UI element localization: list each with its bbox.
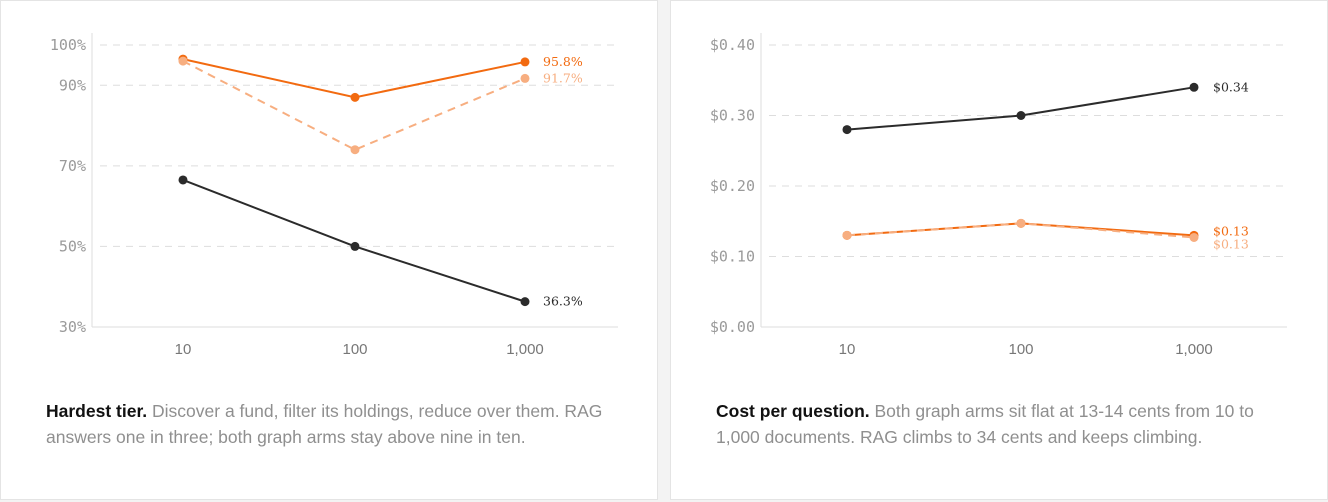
chart-panel-accuracy: 100% 90% 70% 50% 30% 10 100 1,000 95.8% 91.7% 36.3… bbox=[0, 0, 658, 500]
data-point-rag bbox=[1016, 111, 1026, 120]
data-point-graph_b bbox=[842, 230, 852, 240]
x-tick-label: 1,000 bbox=[1175, 341, 1213, 358]
y-tick-label: $0.40 bbox=[710, 36, 755, 54]
end-label-graph_a: $0.13 bbox=[1213, 223, 1249, 238]
end-label-graph_a: 95.8% bbox=[543, 54, 583, 69]
y-tick-label: $0.10 bbox=[710, 248, 755, 266]
y-tick-label: 70% bbox=[59, 157, 86, 175]
data-point-rag bbox=[1189, 82, 1199, 92]
y-tick-label: 90% bbox=[59, 76, 86, 94]
data-point-graph_b bbox=[520, 73, 530, 83]
caption-title: Cost per question. bbox=[716, 401, 870, 421]
data-point-rag bbox=[350, 241, 360, 251]
caption-text: Both graph arms sit flat at 13-14 cents … bbox=[716, 401, 1254, 447]
end-label-rag: $0.34 bbox=[1213, 79, 1249, 94]
x-tick-label: 10 bbox=[175, 341, 192, 358]
y-tick-label: $0.00 bbox=[710, 318, 755, 336]
series-line-graph_b bbox=[182, 60, 526, 151]
data-point-rag bbox=[520, 297, 530, 307]
x-tick-label: 100 bbox=[342, 341, 367, 358]
data-point-graph_a bbox=[520, 57, 530, 67]
y-tick-label: 50% bbox=[59, 237, 86, 255]
x-tick-label: 1,000 bbox=[506, 341, 544, 358]
chart-caption-cost: Cost per question. Both graph arms sit f… bbox=[716, 398, 1276, 450]
data-point-rag bbox=[842, 125, 852, 135]
series-line-graph_a bbox=[182, 58, 526, 99]
y-tick-label: 30% bbox=[59, 318, 86, 336]
caption-title: Hardest tier. bbox=[46, 401, 148, 421]
chart-caption-accuracy: Hardest tier. Discover a fund, filter it… bbox=[46, 398, 606, 450]
caption-text: Discover a fund, filter its holdings, re… bbox=[46, 401, 603, 447]
series-line-rag bbox=[182, 179, 526, 303]
y-tick-label: $0.30 bbox=[710, 107, 755, 125]
data-point-rag bbox=[178, 175, 188, 185]
y-tick-label: $0.20 bbox=[710, 177, 755, 195]
data-point-graph_b bbox=[1189, 232, 1199, 242]
accuracy-chart: 100% 90% 70% 50% 30% 10 100 1,000 95.8%91.7% 36.3… bbox=[50, 33, 618, 358]
end-label-graph_b: 91.7% bbox=[543, 70, 583, 85]
cost-chart: $0.40 $0.30 $0.20 $0.10 $0.00 10 100 1,000 $0.34… bbox=[710, 33, 1287, 358]
x-tick-label: 100 bbox=[1008, 341, 1033, 358]
data-point-graph_b bbox=[178, 56, 188, 66]
series-line-rag bbox=[846, 86, 1195, 131]
data-point-graph_b bbox=[350, 145, 360, 155]
end-label-rag: 36.3% bbox=[543, 294, 583, 309]
x-tick-label: 10 bbox=[839, 341, 856, 358]
y-tick-label: 100% bbox=[50, 36, 86, 54]
chart-panel-cost: $0.40 $0.30 $0.20 $0.10 $0.00 10 100 1,000 $0.34… bbox=[670, 0, 1328, 500]
data-point-graph_b bbox=[1016, 218, 1026, 228]
data-point-graph_a bbox=[350, 92, 360, 102]
end-label-graph_b: $0.13 bbox=[1213, 236, 1249, 251]
